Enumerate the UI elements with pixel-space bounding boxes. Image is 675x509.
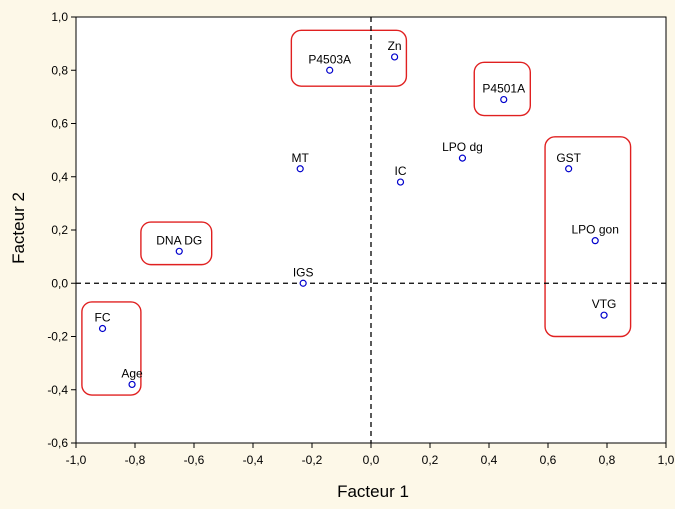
data-points: Zn P4503A P4501A LPO dg GST MT IC LPO gon DNA DG… [95, 39, 619, 389]
highlight-boxes [81, 29, 632, 396]
y-tick-label: 0,8 [51, 63, 68, 77]
data-point [391, 53, 399, 61]
data-point-label: GST [556, 151, 581, 165]
x-tick-label: 0,2 [422, 453, 439, 467]
x-tick-label: -1,0 [66, 453, 87, 467]
highlight-box-1 [290, 29, 408, 87]
x-tick-label: -0,2 [302, 453, 323, 467]
x-tick-label: 0,0 [363, 453, 380, 467]
y-tick-label: -0,6 [47, 436, 68, 450]
data-point-label: Age [121, 366, 143, 380]
data-point [396, 178, 405, 186]
data-point [600, 311, 608, 319]
data-point [98, 324, 107, 333]
y-tick-label: 0,4 [51, 170, 68, 184]
data-point [565, 165, 573, 173]
data-point-label: MT [292, 151, 310, 165]
y-tick-label: 0,2 [51, 223, 68, 237]
data-point [128, 380, 136, 389]
axis-ticks: -1,0 -0,8 -0,6 -0,4 -0,2 0,0 0,2 0,4 0,6 0,8 1,0 -0… [47, 10, 674, 467]
x-tick-label: 0,6 [540, 453, 557, 467]
data-point-label: P4503A [308, 52, 351, 66]
data-point-label: LPO dg [442, 140, 483, 154]
data-point-label: VTG [592, 297, 617, 311]
y-tick-label: 0,6 [51, 117, 68, 131]
data-point [296, 165, 304, 173]
x-tick-label: 1,0 [658, 453, 675, 467]
x-tick-label: 0,4 [481, 453, 498, 467]
data-point-label: Zn [388, 39, 402, 53]
highlight-box-2 [473, 61, 531, 117]
x-axis-label: Facteur 1 [337, 482, 409, 501]
data-point-label: P4501A [482, 82, 525, 96]
y-tick-label: 0,0 [51, 276, 68, 290]
x-tick-label: -0,6 [184, 453, 205, 467]
data-point [175, 247, 183, 255]
data-point-label: IGS [293, 265, 314, 279]
y-tick-label: 1,0 [51, 10, 68, 24]
data-point [299, 279, 307, 287]
x-tick-label: -0,8 [125, 453, 146, 467]
data-point [326, 66, 334, 74]
reference-lines [76, 17, 666, 443]
y-tick-label: -0,2 [47, 330, 68, 344]
x-tick-label: -0,4 [243, 453, 264, 467]
data-point [591, 237, 599, 245]
data-point-label: DNA DG [156, 233, 202, 247]
highlight-box-5 [81, 301, 142, 396]
data-point [500, 95, 508, 104]
data-point-label: IC [395, 164, 407, 178]
x-tick-label: 0,8 [599, 453, 616, 467]
y-tick-label: -0,4 [47, 383, 68, 397]
data-point-label: FC [95, 311, 111, 325]
data-point [458, 154, 467, 162]
highlight-box-3 [544, 136, 632, 338]
data-point-label: LPO gon [572, 223, 619, 237]
highlight-box-4 [140, 221, 213, 266]
y-axis-label: Facteur 2 [9, 192, 28, 264]
